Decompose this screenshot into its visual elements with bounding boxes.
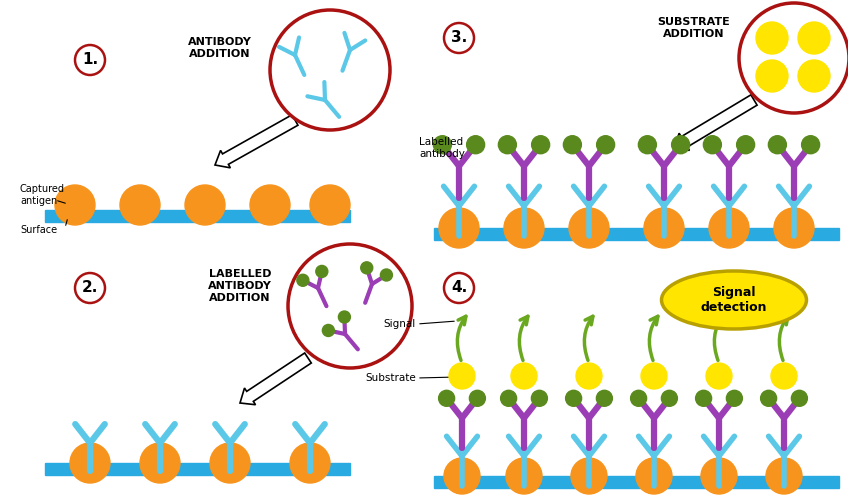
Circle shape [360, 262, 373, 274]
Circle shape [695, 390, 711, 406]
Circle shape [706, 363, 732, 389]
Text: Signal: Signal [384, 319, 416, 329]
Circle shape [576, 363, 602, 389]
Circle shape [639, 136, 656, 154]
Circle shape [761, 390, 777, 406]
Circle shape [636, 458, 672, 494]
Circle shape [739, 3, 848, 113]
Circle shape [766, 458, 802, 494]
Circle shape [140, 443, 180, 483]
Circle shape [444, 458, 480, 494]
Bar [434, 476, 839, 488]
Circle shape [756, 60, 788, 92]
Circle shape [532, 390, 548, 406]
Circle shape [270, 10, 390, 130]
Bar [45, 210, 350, 222]
Text: Signal
detection: Signal detection [700, 286, 767, 314]
Circle shape [596, 390, 612, 406]
Circle shape [774, 208, 814, 248]
Circle shape [771, 363, 797, 389]
Circle shape [210, 443, 250, 483]
Ellipse shape [661, 271, 806, 329]
Circle shape [571, 458, 607, 494]
Circle shape [768, 136, 786, 154]
Text: 4.: 4. [451, 280, 467, 295]
Bar [434, 228, 839, 240]
Text: ANTIBODY
ADDITION: ANTIBODY ADDITION [188, 37, 252, 59]
Circle shape [315, 266, 328, 278]
Circle shape [798, 22, 830, 54]
Circle shape [381, 269, 393, 281]
Circle shape [449, 363, 475, 389]
Circle shape [641, 363, 667, 389]
Circle shape [597, 136, 615, 154]
Circle shape [701, 458, 737, 494]
Circle shape [703, 136, 722, 154]
Circle shape [55, 185, 95, 225]
Circle shape [470, 390, 485, 406]
Circle shape [499, 136, 516, 154]
Circle shape [433, 136, 451, 154]
Bar [45, 463, 350, 475]
Circle shape [506, 458, 542, 494]
Circle shape [709, 208, 749, 248]
Circle shape [439, 208, 479, 248]
Polygon shape [215, 115, 298, 168]
Text: Captured
antigen: Captured antigen [20, 184, 65, 206]
Circle shape [322, 324, 334, 336]
Circle shape [70, 443, 110, 483]
Circle shape [438, 390, 455, 406]
Circle shape [290, 443, 330, 483]
Circle shape [504, 208, 544, 248]
Circle shape [563, 136, 582, 154]
Circle shape [737, 136, 755, 154]
Circle shape [798, 60, 830, 92]
Circle shape [661, 390, 678, 406]
Circle shape [338, 311, 350, 323]
Polygon shape [674, 95, 757, 150]
Circle shape [566, 390, 582, 406]
Circle shape [631, 390, 647, 406]
Circle shape [288, 244, 412, 368]
Circle shape [310, 185, 350, 225]
Circle shape [250, 185, 290, 225]
Circle shape [120, 185, 160, 225]
Text: Substrate: Substrate [365, 373, 416, 383]
Circle shape [297, 274, 309, 286]
Text: Surface: Surface [20, 225, 57, 235]
Circle shape [532, 136, 550, 154]
Circle shape [727, 390, 742, 406]
Circle shape [569, 208, 609, 248]
Circle shape [672, 136, 689, 154]
Circle shape [756, 22, 788, 54]
Text: 3.: 3. [451, 30, 467, 46]
Text: Labelled
antibody: Labelled antibody [419, 137, 465, 159]
Circle shape [500, 390, 516, 406]
Circle shape [644, 208, 684, 248]
Circle shape [466, 136, 484, 154]
Circle shape [511, 363, 537, 389]
Text: 2.: 2. [81, 280, 98, 295]
Circle shape [801, 136, 820, 154]
Circle shape [791, 390, 807, 406]
Text: SUBSTRATE
ADDITION: SUBSTRATE ADDITION [658, 17, 730, 39]
Text: 1.: 1. [82, 52, 98, 68]
Text: LABELLED
ANTIBODY
ADDITION: LABELLED ANTIBODY ADDITION [208, 270, 272, 302]
Circle shape [185, 185, 225, 225]
Polygon shape [240, 353, 311, 405]
